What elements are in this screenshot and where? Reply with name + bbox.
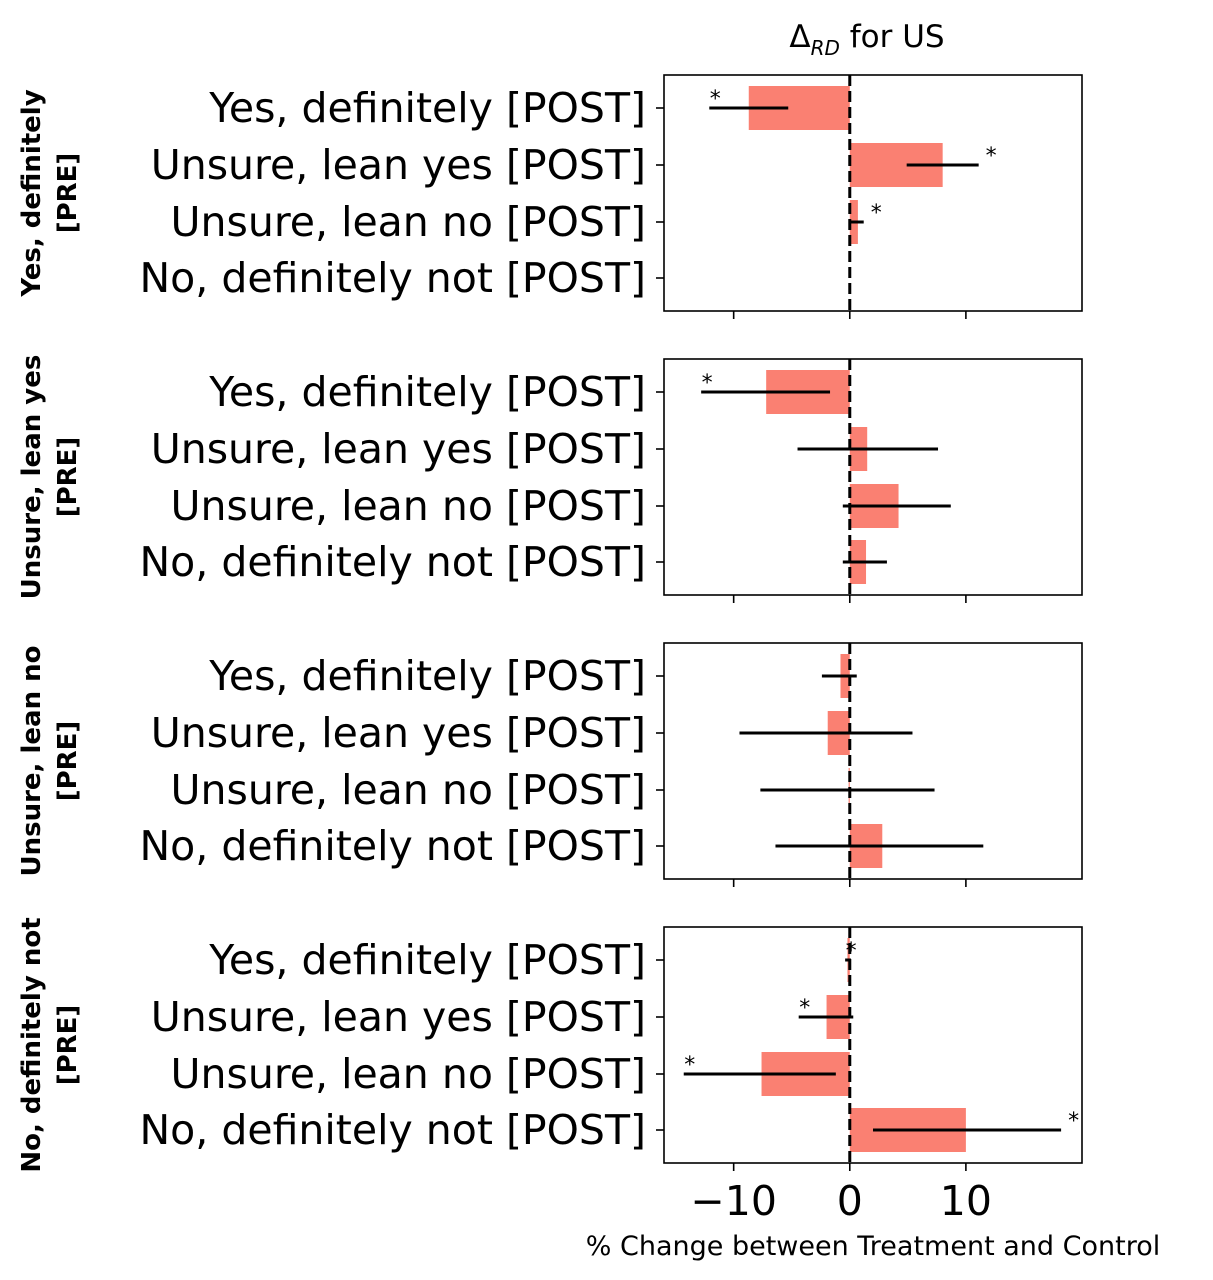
x-axis-label: % Change between Treatment and Control xyxy=(586,1231,1160,1262)
panel-frame xyxy=(663,926,1083,1164)
chart-title-main: Δ xyxy=(789,19,810,55)
category-label: No, definitely not [POST] xyxy=(140,254,647,302)
panel-4: ****Yes, definitely [POST]Unsure, lean y… xyxy=(17,917,1083,1173)
panel-frame xyxy=(663,358,1083,596)
row-label-line: [PRE] xyxy=(53,721,83,802)
x-tick-label: 10 xyxy=(940,1177,992,1225)
row-label: Unsure, lean yes [PRE] xyxy=(17,355,83,600)
svg-text:ΔRD for US: ΔRD for US xyxy=(789,19,944,60)
significance-marker: * xyxy=(702,371,713,396)
category-label: Yes, definitely [POST] xyxy=(208,84,646,132)
x-axis-ticks: −10 0 10 xyxy=(690,1177,992,1225)
category-label: Unsure, lean yes [POST] xyxy=(151,425,646,473)
category-label: Yes, definitely [POST] xyxy=(208,368,646,416)
category-label: No, definitely not [POST] xyxy=(140,1106,647,1154)
chart-title: ΔRD for US xyxy=(789,19,944,60)
panel-1: * * * Yes, definitely [POST] Unsure, lean ye… xyxy=(17,74,1083,319)
category-label: Unsure, lean no [POST] xyxy=(170,1050,646,1098)
x-tick-label: 0 xyxy=(837,1177,863,1225)
row-label: No, definitely not [PRE] xyxy=(17,917,83,1172)
row-label: Yes, definitely [PRE] xyxy=(17,89,83,297)
row-label-line: [PRE] xyxy=(53,437,83,518)
panel-frame xyxy=(663,74,1083,312)
chart-title-rest: for US xyxy=(840,19,945,55)
row-label-line: Yes, definitely xyxy=(17,89,47,297)
category-label: Unsure, lean yes [POST] xyxy=(151,141,646,189)
panel-frame xyxy=(663,642,1083,880)
significance-marker: * xyxy=(799,996,810,1021)
category-label: No, definitely not [POST] xyxy=(140,822,647,870)
category-label: Yes, definitely [POST] xyxy=(208,652,646,700)
row-label-line: Unsure, lean no xyxy=(17,645,47,876)
row-label-line: No, definitely not xyxy=(17,917,47,1172)
panel-3: Yes, definitely [POST] Unsure, lean yes [… xyxy=(17,642,1083,887)
chart-title-subscript: RD xyxy=(811,36,840,60)
row-label-line: [PRE] xyxy=(53,153,83,234)
category-label: Unsure, lean no [POST] xyxy=(170,482,646,530)
significance-marker: * xyxy=(710,87,721,112)
row-label-line: [PRE] xyxy=(53,1005,83,1086)
panel-2: * Yes, definitely [POST] Unsure, lean yes … xyxy=(17,355,1083,603)
significance-marker: * xyxy=(684,1053,695,1078)
category-label: Unsure, lean no [POST] xyxy=(170,198,646,246)
x-tick-label: −10 xyxy=(690,1177,777,1225)
row-label: Unsure, lean no [PRE] xyxy=(17,645,83,876)
category-label: Unsure, lean no [POST] xyxy=(170,766,646,814)
category-label: Unsure, lean yes [POST] xyxy=(151,993,646,1041)
chart-panels: * * * Yes, definitely [POST] Unsure, lean ye… xyxy=(17,74,1083,1173)
significance-marker: * xyxy=(871,201,882,226)
row-label-line: Unsure, lean yes xyxy=(17,355,47,600)
significance-marker: * xyxy=(1068,1109,1079,1134)
category-label: Yes, definitely [POST] xyxy=(208,936,646,984)
category-label: No, definitely not [POST] xyxy=(140,538,647,586)
significance-marker: * xyxy=(986,144,997,169)
category-label: Unsure, lean yes [POST] xyxy=(151,709,646,757)
